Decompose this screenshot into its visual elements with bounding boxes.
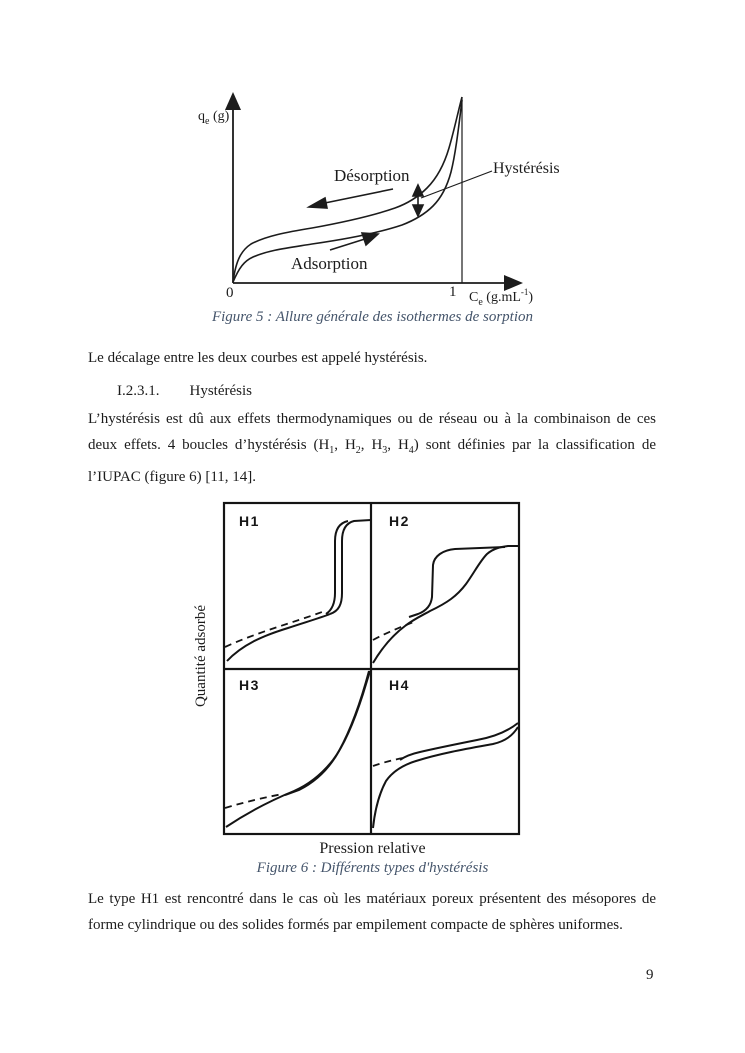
panel-label-h3: H3 (239, 677, 260, 693)
adsorption-curve (232, 99, 463, 283)
adsorption-arrowhead (360, 232, 380, 247)
panel-h4-curves (372, 722, 519, 829)
x-axis-unit-close: ) (528, 290, 534, 305)
para2-text: , H (387, 437, 409, 453)
figure5-y-axis-label: qe (g) (198, 109, 229, 127)
figure5-drawing (225, 92, 523, 291)
hysteresis-gap-arrow (411, 170, 493, 218)
figure6-x-axis-label: Pression relative (319, 840, 426, 857)
para2-text: L’hystérésis est dû aux effets thermodyn… (88, 411, 656, 453)
desorption-arrowhead (306, 196, 328, 209)
hysteresis-pointer-line (420, 170, 493, 199)
figure6-drawing (222, 501, 521, 836)
page-number: 9 (646, 967, 654, 983)
desorption-arrow-line (319, 188, 394, 205)
section-heading: I.2.3.1. Hystérésis (117, 383, 252, 400)
desorption-label: Désorption (334, 166, 410, 185)
h3-subscript: 3 (382, 445, 388, 456)
hysteresis-label: Hystérésis (493, 160, 560, 177)
h2-subscript: 2 (355, 445, 361, 456)
x-axis-subscript: e (478, 297, 483, 308)
figure5-caption: Figure 5 : Allure générale des isotherme… (211, 309, 534, 325)
panel-h2-curves (372, 545, 518, 664)
panel-label-h4: H4 (389, 677, 410, 693)
figure5-axes (232, 97, 508, 284)
adsorption-arrow-line (329, 237, 369, 251)
x-axis-unit: (g.mL (482, 290, 521, 305)
figure6-y-axis-label: Quantité adsorbé (193, 604, 209, 708)
figure6-frame (222, 501, 521, 836)
h1-subscript: 1 (329, 445, 335, 456)
panel-h3-curves (224, 670, 371, 828)
figure6-caption: Figure 6 : Différents types d'hystérésis (256, 860, 489, 876)
y-axis-symbol: q (198, 109, 205, 124)
para2-text: , H (334, 437, 356, 453)
x-axis-symbol: C (469, 290, 479, 305)
desorption-curve (232, 96, 463, 283)
para2-text: ) sont définies par la classification de… (88, 437, 656, 485)
figure5-direction-arrows (306, 188, 394, 251)
paragraph-hysteresis-definition: L’hystérésis est dû aux effets thermodyn… (88, 406, 656, 490)
paragraph-type-h1: Le type H1 est rencontré dans le cas où … (88, 891, 656, 933)
y-axis-subscript: e (205, 116, 210, 127)
figure5-curves (232, 96, 463, 283)
y-axis-unit: (g) (209, 109, 230, 124)
para2-text: , H (360, 437, 383, 453)
x-axis-exponent: -1 (520, 287, 529, 297)
figure5-x-axis-label: Ce (g.mL-1) (469, 287, 533, 308)
figure5-axis-arrowheads (225, 92, 523, 291)
x-axis-max-tick: 1 (449, 284, 457, 300)
panel-label-h1: H1 (239, 513, 260, 529)
x-axis-origin-tick: 0 (226, 285, 234, 301)
section-number: I.2.3.1. (117, 383, 160, 399)
h4-subscript: 4 (408, 445, 414, 456)
panel-h1-curves (224, 519, 372, 662)
panel-label-h2: H2 (389, 513, 410, 529)
section-title: Hystérésis (189, 383, 253, 399)
paragraph-offset-between-curves: Le décalage entre les deux courbes est a… (88, 350, 428, 366)
adsorption-label: Adsorption (291, 254, 368, 273)
